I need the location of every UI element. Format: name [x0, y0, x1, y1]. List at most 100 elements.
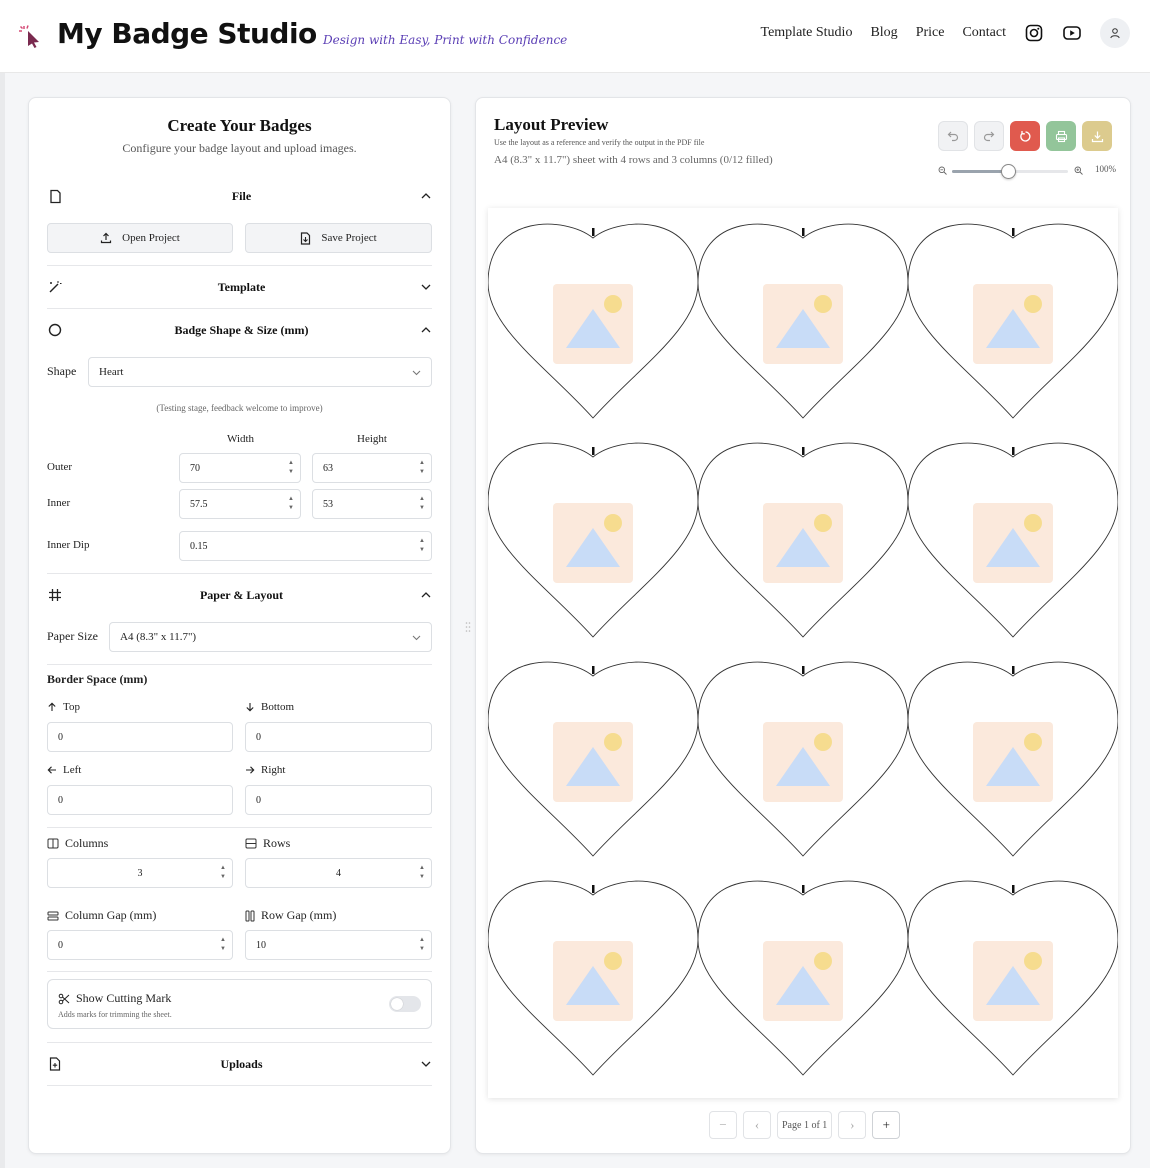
outer-height-input[interactable]: 63 ▲ ▼ [312, 453, 432, 483]
top-label-text: Top [63, 701, 80, 713]
instagram-icon[interactable] [1024, 23, 1044, 43]
section-template-title: Template [217, 279, 266, 294]
placeholder-sun [604, 295, 622, 313]
shape-label: Shape [47, 364, 77, 378]
shape-value: Heart [99, 366, 124, 378]
circle-icon [47, 322, 63, 338]
chevron-up-icon [420, 589, 432, 601]
paper-size-select[interactable]: A4 (8.3" x 11.7") [109, 622, 432, 652]
zoom-slider-handle[interactable] [1000, 164, 1016, 179]
section-uploads-header[interactable]: Uploads [47, 1053, 432, 1075]
print-button[interactable] [1046, 121, 1076, 151]
placeholder-mountain [566, 966, 620, 1005]
save-project-button[interactable]: Save Project [245, 223, 432, 253]
section-template-header[interactable]: Template [47, 276, 432, 298]
resize-grip-icon[interactable] [465, 620, 471, 632]
cutting-mark-toggle[interactable] [389, 996, 421, 1012]
shape-select[interactable]: Heart [88, 357, 432, 387]
stepper-icon[interactable]: ▲ ▼ [220, 865, 226, 880]
paper-size-label: Paper Size [47, 629, 98, 643]
zoom-out-icon[interactable] [938, 166, 947, 175]
placeholder-mountain [566, 528, 620, 567]
placeholder-sun [1024, 295, 1042, 313]
youtube-icon[interactable] [1062, 23, 1082, 43]
placeholder-sun [1024, 514, 1042, 532]
column-gap-input[interactable]: 0 ▲ ▼ [47, 930, 233, 960]
badge-slot [487, 223, 699, 419]
placeholder-sun [814, 514, 832, 532]
nav-blog[interactable]: Blog [870, 25, 898, 40]
columns-input[interactable]: 3 ▲ ▼ [47, 858, 233, 888]
section-file-header[interactable]: File [47, 185, 432, 207]
magic-wand-icon [47, 279, 63, 295]
scissors-icon [58, 993, 70, 1004]
section-paper-header[interactable]: Paper & Layout [47, 584, 432, 606]
prev-page-button[interactable]: ‹ [743, 1111, 771, 1139]
placeholder-mountain [986, 309, 1040, 348]
badge-slot [487, 661, 699, 857]
hanging-hole-mark [802, 666, 805, 674]
left-label: Left [47, 764, 81, 776]
inner-dip-label: Inner Dip [47, 539, 90, 551]
badge-slot [907, 661, 1119, 857]
badge-grid [487, 223, 1119, 1076]
inner-height-input[interactable]: 53 ▲ ▼ [312, 489, 432, 519]
placeholder-sun [604, 952, 622, 970]
page-edge [0, 73, 5, 1168]
outer-height-value: 63 [323, 462, 333, 474]
inner-width-value: 57.5 [190, 498, 208, 510]
section-uploads-title: Uploads [220, 1056, 263, 1071]
width-column-header: Width [227, 433, 255, 445]
file-save-icon [301, 231, 311, 245]
stepper-icon[interactable]: ▲ ▼ [419, 865, 425, 880]
section-shape-header[interactable]: Badge Shape & Size (mm) [47, 319, 432, 341]
add-page-button[interactable]: + [872, 1111, 901, 1139]
stepper-icon[interactable]: ▲ ▼ [220, 937, 226, 952]
sheet-info: A4 (8.3" x 11.7") sheet with 4 rows and … [494, 154, 773, 166]
inner-dip-input[interactable]: 0.15 ▲ ▼ [179, 531, 432, 561]
zoom-in-icon[interactable] [1074, 166, 1083, 175]
nav-contact[interactable]: Contact [962, 25, 1006, 40]
zoom-slider-fill [952, 170, 1008, 173]
hanging-hole-mark [802, 228, 805, 236]
next-page-button[interactable]: › [838, 1111, 867, 1139]
border-right-input[interactable]: 0 [245, 785, 432, 815]
paper-size-value: A4 (8.3" x 11.7") [120, 631, 197, 643]
cursor-logo-icon [19, 24, 43, 48]
stepper-icon[interactable]: ▲ ▼ [419, 496, 425, 511]
redo-button[interactable] [974, 121, 1004, 151]
inner-dip-value: 0.15 [190, 540, 208, 552]
inner-height-value: 53 [323, 498, 333, 510]
inner-width-input[interactable]: 57.5 ▲ ▼ [179, 489, 301, 519]
undo-button[interactable] [938, 121, 968, 151]
zoom-slider[interactable] [952, 164, 1068, 179]
border-left-input[interactable]: 0 [47, 785, 233, 815]
row-gap-input[interactable]: 10 ▲ ▼ [245, 930, 432, 960]
nav-price[interactable]: Price [915, 25, 945, 40]
stepper-icon[interactable]: ▲ ▼ [288, 460, 294, 475]
stepper-icon[interactable]: ▲ ▼ [419, 937, 425, 952]
outer-label: Outer [47, 461, 73, 473]
brand-name[interactable]: My Badge Studio [57, 17, 317, 50]
border-bottom-input[interactable]: 0 [245, 722, 432, 752]
hanging-hole-mark [1012, 666, 1015, 674]
open-project-button[interactable]: Open Project [47, 223, 233, 253]
nav-template-studio[interactable]: Template Studio [760, 25, 853, 40]
reset-icon [1019, 130, 1030, 142]
stepper-icon[interactable]: ▲ ▼ [288, 496, 294, 511]
reset-button[interactable] [1010, 121, 1040, 151]
remove-page-button[interactable]: − [709, 1111, 737, 1139]
arrow-down-icon [246, 703, 254, 712]
rows-input[interactable]: 4 ▲ ▼ [245, 858, 432, 888]
outer-width-input[interactable]: 70 ▲ ▼ [179, 453, 301, 483]
border-top-input[interactable]: 0 [47, 722, 233, 752]
columns-value: 3 [137, 867, 143, 879]
stepper-icon[interactable]: ▲ ▼ [419, 460, 425, 475]
hanging-hole-mark [1012, 447, 1015, 455]
panel-title: Create Your Badges [167, 116, 312, 135]
stepper-icon[interactable]: ▲ ▼ [419, 538, 425, 553]
download-button[interactable] [1082, 121, 1112, 151]
user-icon[interactable] [1100, 18, 1130, 48]
placeholder-mountain [986, 966, 1040, 1005]
divider [47, 664, 432, 665]
